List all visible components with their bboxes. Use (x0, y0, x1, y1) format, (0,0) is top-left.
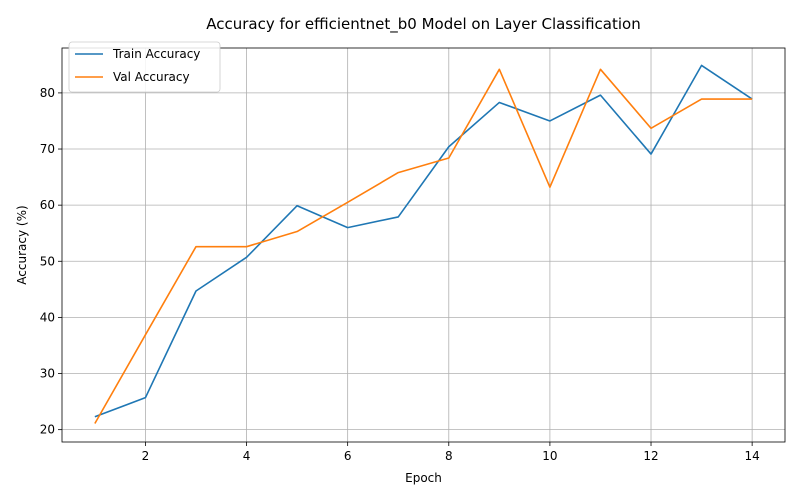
y-tick-label: 80 (40, 86, 55, 100)
x-axis-label: Epoch (405, 471, 442, 485)
x-tick-label: 8 (445, 449, 453, 463)
y-tick-label: 50 (40, 254, 55, 268)
x-tick-label: 12 (643, 449, 658, 463)
y-axis-ticks: 20 30 40 50 60 70 80 (40, 86, 62, 437)
legend-box (68, 41, 221, 93)
x-tick-label: 10 (542, 449, 557, 463)
plot-frame (61, 47, 786, 443)
x-tick-label: 4 (243, 449, 251, 463)
x-tick-label: 14 (744, 449, 759, 463)
x-tick-label: 6 (344, 449, 352, 463)
y-tick-label: 60 (40, 198, 55, 212)
y-tick-label: 40 (40, 310, 55, 324)
series-lines (94, 64, 753, 424)
legend-label-train: Train Accuracy (112, 47, 200, 61)
x-axis-ticks: 2 4 6 8 10 12 14 (142, 442, 760, 463)
y-tick-label: 30 (40, 367, 55, 381)
x-tick-label: 2 (142, 449, 150, 463)
y-axis-label: Accuracy (%) (15, 205, 29, 284)
y-tick-label: 70 (40, 142, 55, 156)
grid (62, 48, 785, 442)
train-accuracy-line (94, 64, 753, 418)
y-tick-label: 20 (40, 423, 55, 437)
val-accuracy-line (94, 68, 753, 424)
legend-label-val: Val Accuracy (113, 70, 190, 84)
chart-title: Accuracy for efficientnet_b0 Model on La… (206, 15, 640, 34)
legend: Train Accuracy Val Accuracy (68, 41, 221, 93)
